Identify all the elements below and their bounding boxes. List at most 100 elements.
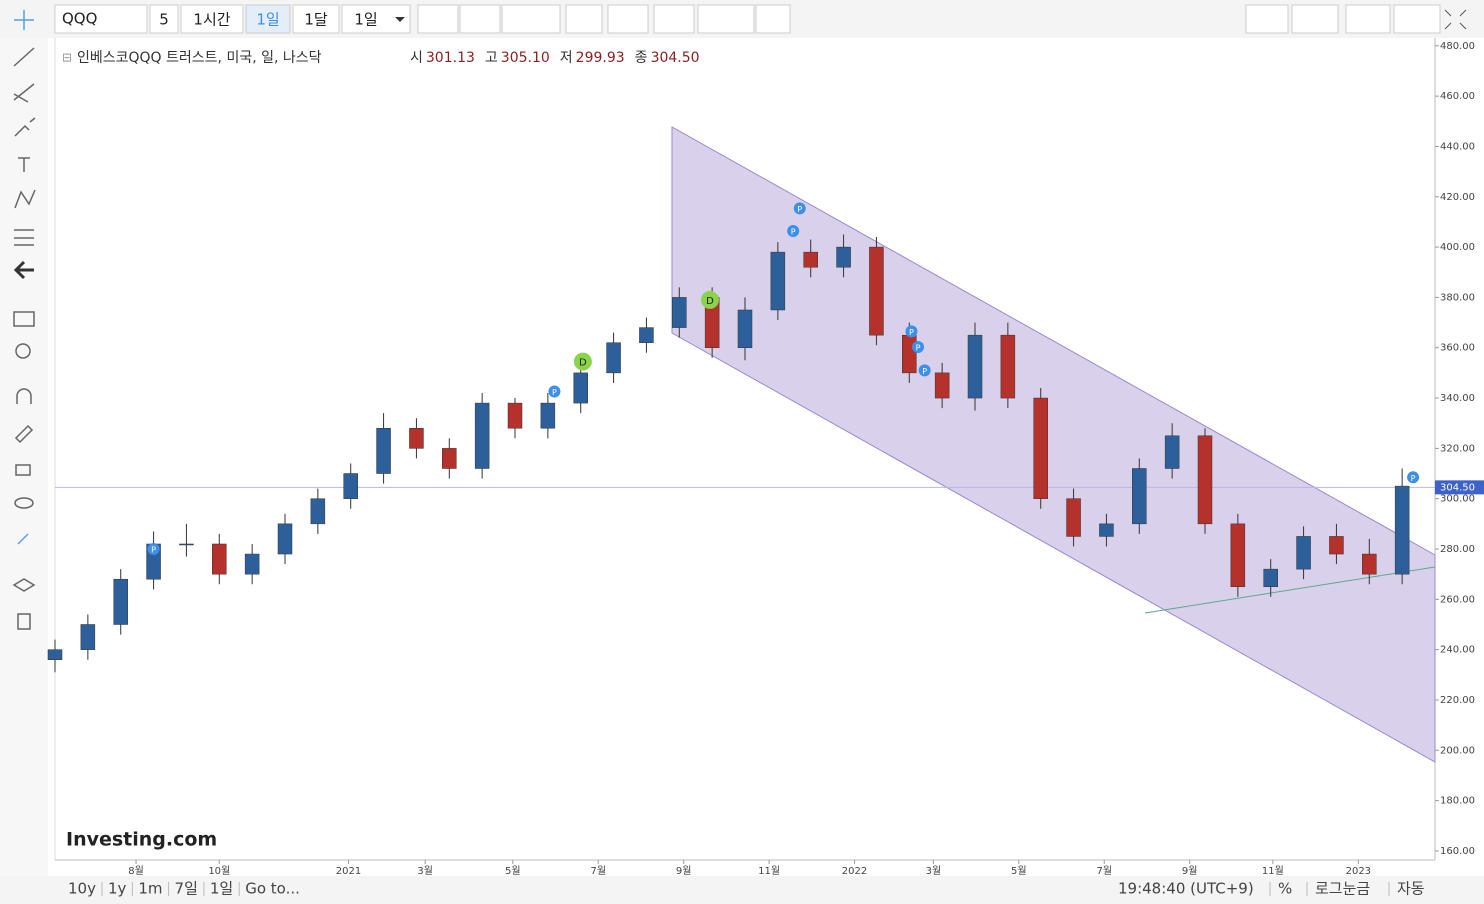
event-marker-label: P [922, 367, 927, 376]
candle-body [1230, 523, 1246, 588]
x-tick-label: 7월 [590, 865, 606, 877]
option-button[interactable]: % [1278, 880, 1292, 898]
event-marker-label: D [579, 358, 587, 369]
range-button[interactable]: 1m [138, 880, 162, 898]
y-tick-label: 400.00 [1440, 242, 1475, 253]
candle-body [507, 402, 523, 429]
x-tick-label: 2021 [336, 866, 361, 877]
trend-line [1144, 566, 1436, 614]
range-button[interactable]: Go to... [245, 880, 300, 898]
interval: 5 [159, 11, 169, 29]
y-tick-label: 260.00 [1440, 594, 1475, 605]
plot: 160.00 180.00 200.00 220.00 240.00 260.00 280.… [47, 41, 1484, 877]
option-button[interactable]: 자동 [1397, 880, 1425, 898]
range-button[interactable]: 7일 [175, 880, 198, 898]
candle-body [770, 251, 786, 311]
x-tick-label: 8월 [128, 865, 144, 877]
ohlc-label: 고 [485, 50, 498, 66]
button[interactable] [292, 4, 340, 34]
candle-body [1066, 498, 1081, 537]
event-marker [1407, 471, 1420, 484]
candle-body [606, 342, 621, 374]
event-marker-label: P [151, 546, 156, 555]
event-marker-label: P [909, 328, 914, 337]
event-marker-label: P [797, 205, 802, 214]
candle-body [672, 297, 687, 328]
candle-body [179, 543, 194, 546]
range-button[interactable]: 1y [108, 880, 127, 898]
candle-body [1263, 568, 1278, 588]
y-tick-label: 180.00 [1440, 796, 1475, 807]
left-toolbar [0, 38, 48, 904]
candle-body [310, 498, 326, 525]
clock: 19:48:40 (UTC+9) [1118, 880, 1254, 898]
tool-buttons [417, 4, 1441, 34]
fullscreen[interactable] [1444, 9, 1467, 30]
candle-body [277, 523, 293, 555]
event-marker [548, 385, 561, 398]
event-marker-label: P [1411, 474, 1416, 483]
x-tick-label: 11월 [758, 865, 780, 877]
candle-body [1132, 468, 1147, 525]
candle-body [1362, 553, 1377, 575]
candle-body [1394, 485, 1410, 575]
candle-body [1033, 397, 1048, 499]
y-tick-label: 280.00 [1440, 544, 1475, 555]
range-button[interactable]: 1일 [210, 880, 233, 898]
option-button[interactable]: 로그눈금 [1315, 880, 1370, 898]
legend-title: 인베스코QQQ 트러스트, 미국, 일, 나스닥 [77, 50, 322, 66]
ohlc-label: 종 [635, 50, 648, 66]
candle-body [80, 624, 96, 650]
candle-body [1099, 523, 1114, 537]
candle-body [902, 334, 917, 374]
footer-items: 10y 1y 1m 7일 1일 Go to... 19:48:40 (UTC+9)% 로그눈금… [68, 880, 1425, 898]
ohlc-label: 시 [410, 50, 423, 66]
candle-body [573, 372, 588, 404]
button[interactable] [149, 4, 179, 34]
event-marker [793, 202, 806, 215]
button[interactable] [180, 4, 244, 34]
x-tick-label: 5월 [505, 865, 521, 877]
candle-body [244, 553, 260, 575]
parallel-channel [671, 126, 1436, 763]
candle-body [409, 427, 424, 449]
candle-body [934, 372, 950, 399]
event-marker-label: P [916, 343, 921, 352]
button-active[interactable] [245, 4, 291, 34]
x-tick-label: 5월 [1011, 865, 1027, 877]
event-marker-label: P [791, 227, 796, 236]
candle-body [442, 448, 457, 469]
candle-body [47, 649, 63, 660]
left-tool-icons [12, 10, 36, 630]
candle-body [540, 402, 556, 429]
x-tick-label: 10월 [208, 865, 230, 877]
x-tick-label: 2023 [1346, 866, 1371, 877]
ohlc-label: 저 [560, 50, 573, 66]
candle-body [737, 309, 753, 348]
y-tick-label: 380.00 [1440, 292, 1475, 303]
candle-body [1164, 435, 1180, 469]
candle-body [869, 246, 884, 336]
last-price-box [1435, 480, 1484, 495]
y-tick-label: 300.00 [1440, 494, 1475, 505]
symbol-box[interactable] [54, 4, 148, 34]
collapse-icon[interactable]: ⊟ [62, 51, 72, 65]
ohlc-value: 301.13 [426, 50, 475, 66]
x-tick-label: 11월 [1262, 865, 1284, 877]
x-tick-label: 3월 [926, 865, 942, 877]
x-tick-label: 2022 [842, 866, 867, 877]
range-button[interactable]: 10y [68, 880, 96, 898]
candle-body [474, 402, 490, 469]
ohlc-value: 299.93 [576, 50, 625, 66]
event-marker [573, 352, 592, 371]
candle-body [1329, 536, 1344, 555]
candle-body [1197, 435, 1213, 525]
event-marker [700, 290, 719, 309]
y-tick-label: 320.00 [1440, 443, 1475, 454]
symbol: QQQ [62, 10, 97, 28]
event-marker-label: D [706, 296, 714, 307]
y-tick-label: 460.00 [1440, 91, 1475, 102]
y-tick-label: 200.00 [1440, 745, 1475, 756]
candle-body [803, 251, 818, 268]
